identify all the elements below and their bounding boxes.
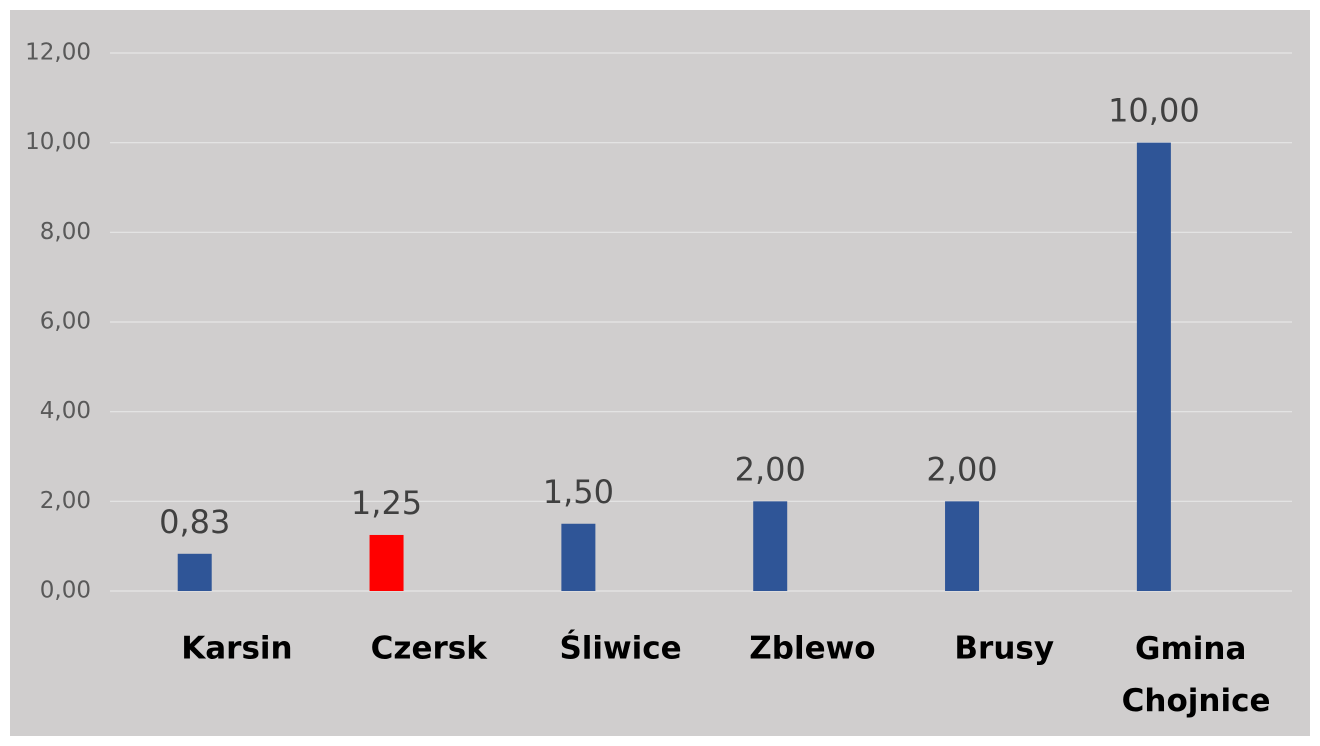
- y-tick-label: 12,00: [25, 40, 91, 66]
- y-tick-label: 4,00: [40, 398, 91, 424]
- bar: [945, 501, 980, 591]
- x-tick-label: Karsin: [181, 631, 292, 667]
- y-tick-label: 2,00: [40, 488, 91, 514]
- x-tick-label: Brusy: [954, 631, 1054, 667]
- y-tick-label: 6,00: [40, 309, 91, 335]
- value-label: 0,83: [159, 503, 230, 541]
- bar: [177, 553, 212, 591]
- y-tick-label: 8,00: [40, 219, 91, 245]
- bar: [561, 523, 596, 591]
- x-tick-label: Czersk: [371, 631, 489, 667]
- x-tick-label: Gmina Chojnice: [1122, 631, 1271, 719]
- value-label: 1,25: [351, 484, 422, 522]
- x-tick-label: Śliwice: [559, 630, 681, 667]
- bar: [369, 534, 404, 591]
- value-label: 10,00: [1108, 92, 1200, 130]
- x-tick-label-line: Chojnice: [1122, 683, 1271, 719]
- x-tick-label: Zblewo: [749, 631, 875, 667]
- x-tick-label-line: Gmina: [1135, 631, 1257, 667]
- chart-background: [10, 10, 1310, 736]
- value-label: 2,00: [926, 450, 997, 488]
- y-tick-label: 10,00: [25, 129, 91, 155]
- value-label: 1,50: [543, 473, 614, 511]
- y-tick-label: 0,00: [40, 578, 91, 604]
- bar: [753, 501, 788, 591]
- bar: [1136, 142, 1171, 591]
- value-label: 2,00: [735, 450, 806, 488]
